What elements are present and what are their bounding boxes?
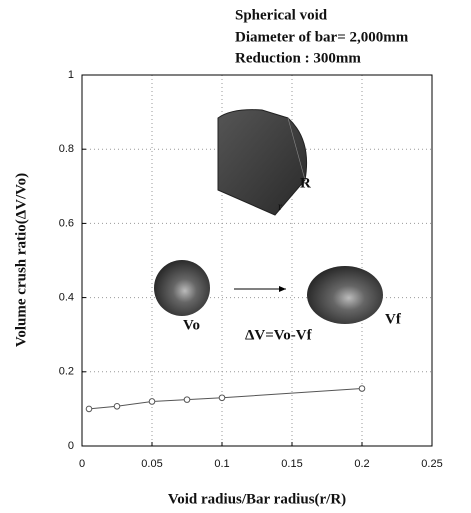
data-point xyxy=(358,385,366,392)
data-point xyxy=(218,394,226,402)
x-tick-label: 0.2 xyxy=(354,458,369,470)
annotation: Vf xyxy=(385,311,402,327)
y-tick-label: 1 xyxy=(68,69,74,81)
x-tick-label: 0.1 xyxy=(214,458,229,470)
title-line: Spherical void xyxy=(235,7,328,23)
annotation: r xyxy=(278,199,282,213)
x-tick-label: 0.25 xyxy=(421,458,442,470)
y-axis-label: Volume crush ratio(ΔV/Vo) xyxy=(13,173,29,347)
title-line: Diameter of bar= 2,000mm xyxy=(235,29,409,45)
illustration xyxy=(154,109,383,324)
data-point xyxy=(183,396,191,403)
data-point xyxy=(148,398,156,405)
y-tick-label: 0.2 xyxy=(59,366,74,378)
x-tick-label: 0.05 xyxy=(141,458,162,470)
data-point xyxy=(85,405,93,413)
y-tick-label: 0.6 xyxy=(59,217,74,229)
plot-frame xyxy=(81,74,433,447)
x-tick-label: 0.15 xyxy=(281,458,302,470)
annotation: R xyxy=(300,175,311,191)
x-tick-label: 0 xyxy=(79,458,85,470)
data-point xyxy=(113,403,121,410)
series-line xyxy=(88,387,363,410)
annotation: Vo xyxy=(183,317,200,333)
y-tick-label: 0 xyxy=(68,440,74,452)
y-tick-label: 0.8 xyxy=(59,143,74,155)
title-line: Reduction : 300mm xyxy=(235,50,361,66)
y-tick-label: 0.4 xyxy=(59,292,74,304)
x-axis-label: Void radius/Bar radius(r/R) xyxy=(168,491,346,507)
annotation: ΔV=Vo-Vf xyxy=(245,327,313,343)
